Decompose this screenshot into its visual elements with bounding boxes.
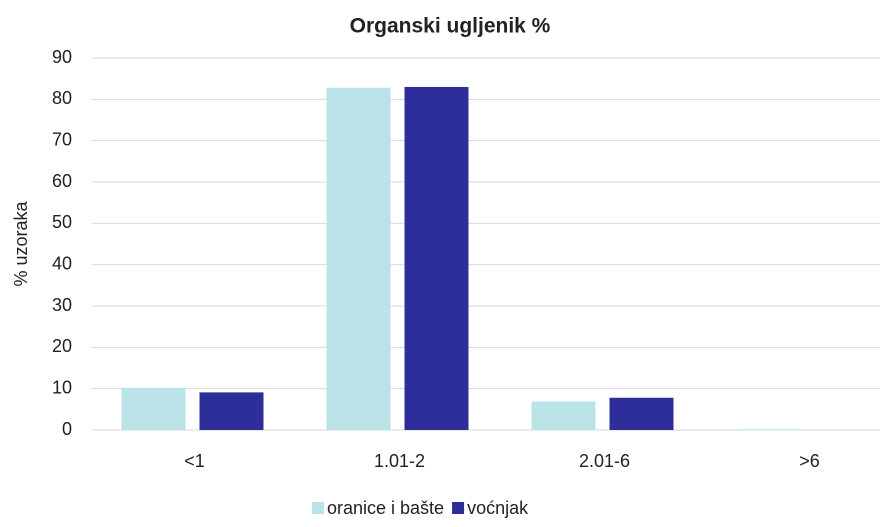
y-axis-label: % uzoraka xyxy=(11,200,31,286)
legend-swatch xyxy=(312,502,324,514)
y-tick-label: 20 xyxy=(52,336,72,356)
y-tick-label: 70 xyxy=(52,129,72,149)
legend-swatch xyxy=(452,502,465,514)
legend-label: oranice i bašte xyxy=(327,498,444,518)
legend-label: voćnjak xyxy=(467,498,529,518)
y-tick-label: 0 xyxy=(62,419,72,439)
y-tick-label: 50 xyxy=(52,212,72,232)
bar xyxy=(326,87,391,430)
bar xyxy=(609,397,674,430)
y-tick-label: 90 xyxy=(52,47,72,67)
y-tick-label: 30 xyxy=(52,295,72,315)
x-tick-label: >6 xyxy=(799,451,820,471)
chart-title: Organski ugljenik % xyxy=(350,15,551,38)
x-tick-label: 1.01-2 xyxy=(374,451,425,471)
y-tick-label: 60 xyxy=(52,171,72,191)
bar xyxy=(736,429,801,430)
y-tick-label: 80 xyxy=(52,88,72,108)
bar xyxy=(404,86,469,430)
bar xyxy=(531,401,596,430)
x-tick-label: <1 xyxy=(184,451,205,471)
y-tick-label: 40 xyxy=(52,253,72,273)
bar xyxy=(199,392,264,430)
x-tick-label: 2.01-6 xyxy=(579,451,630,471)
bar xyxy=(121,387,186,430)
y-tick-label: 10 xyxy=(52,377,72,397)
